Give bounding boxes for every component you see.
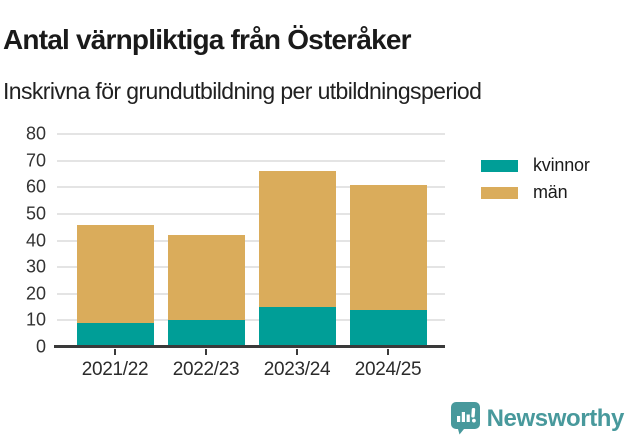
legend-label-män: män: [533, 182, 568, 202]
gridline-30: [57, 266, 445, 269]
gridline-70: [57, 159, 445, 162]
x-tick-2024-25: [387, 349, 389, 355]
gridline-80: [57, 133, 445, 135]
bar-2024-25-män: [349, 184, 427, 310]
bar-2021-22-män: [76, 224, 154, 324]
legend-item-kvinnor: kvinnor: [481, 152, 590, 179]
chart-legend: kvinnor män: [481, 152, 590, 206]
y-tick-label-80: 80: [25, 123, 46, 144]
plot-area: [54, 133, 445, 348]
y-tick-label-70: 70: [25, 150, 46, 171]
y-tick-label-0: 0: [35, 336, 46, 357]
gridline-10: [57, 319, 445, 322]
legend-swatch-kvinnor: [481, 159, 518, 172]
bar-2024-25-kvinnor: [349, 309, 427, 347]
x-tick-2023-24: [296, 349, 298, 355]
y-tick-label-60: 60: [25, 176, 46, 197]
y-tick-label-50: 50: [25, 203, 46, 224]
x-tick-label-2022-23: 2022/23: [172, 359, 240, 380]
bar-2021-22-kvinnor: [76, 323, 154, 347]
x-tick-2022-23: [205, 349, 207, 355]
newsworthy-brand-link[interactable]: Newsworthy: [450, 402, 625, 435]
y-tick-label-40: 40: [25, 230, 46, 250]
gridline-20: [57, 292, 445, 295]
x-tick-label-2024-25: 2024/25: [354, 359, 422, 380]
legend-item-män: män: [481, 179, 590, 206]
legend-swatch-män: [481, 186, 518, 199]
gridline-40: [57, 239, 445, 242]
gridline-60: [57, 186, 445, 189]
newsworthy-chart-bubble-icon: [450, 402, 480, 435]
y-tick-label-30: 30: [25, 256, 46, 277]
bar-2023-24-kvinnor: [258, 307, 336, 347]
bar-2023-24-män: [258, 171, 336, 308]
x-tick-label-2021-22: 2021/22: [81, 359, 149, 380]
gridline-50: [57, 212, 445, 215]
y-axis-labels: 0 10 20 30 40 50 60 70 80: [0, 124, 46, 357]
x-tick-2021-22: [114, 349, 116, 355]
chart-title: Antal värnpliktiga från Österåker: [3, 23, 412, 55]
x-tick-label-2023-24: 2023/24: [263, 359, 331, 380]
y-tick-label-10: 10: [25, 309, 46, 330]
bar-2022-23-män: [167, 235, 245, 321]
newsworthy-brand-text: Newsworthy: [486, 404, 625, 432]
x-axis-line: [54, 345, 445, 348]
chart-subtitle: Inskrivna för grundutbildning per utbild…: [3, 78, 482, 104]
legend-label-kvinnor: kvinnor: [533, 155, 590, 175]
y-tick-label-20: 20: [25, 283, 46, 304]
bar-2022-23-kvinnor: [167, 320, 245, 347]
